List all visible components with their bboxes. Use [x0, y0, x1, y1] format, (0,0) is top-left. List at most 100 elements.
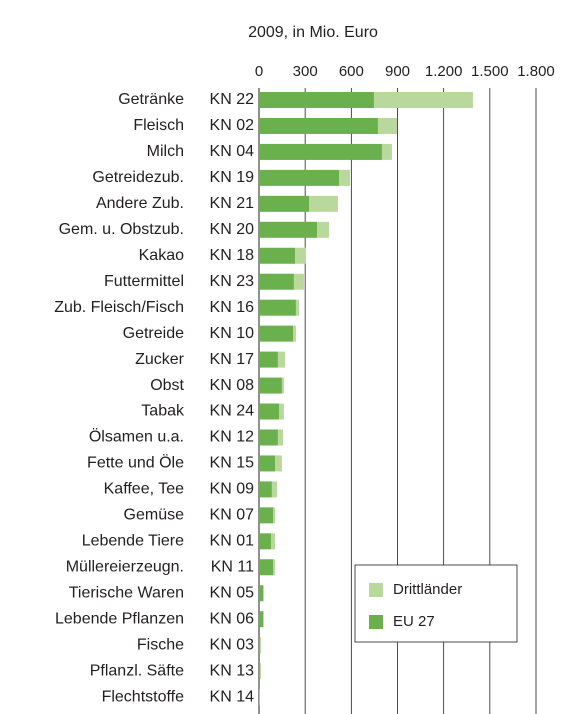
x-tick-label: 900 — [385, 63, 410, 80]
bar-segment — [381, 143, 392, 160]
category-label: Getreide — [123, 325, 184, 342]
bar-segment — [259, 611, 264, 628]
bar-segment — [309, 195, 338, 212]
bar-segment — [259, 663, 262, 680]
category-label: Fette und Öle — [87, 454, 184, 472]
category-label: Flechtstoffe — [102, 688, 185, 705]
bar-segment — [271, 481, 278, 498]
bar-segment — [259, 637, 262, 654]
bar-segment — [295, 299, 300, 316]
category-code: KN 07 — [210, 507, 255, 524]
bar-segment — [259, 169, 340, 186]
bar-segment — [339, 169, 350, 186]
chart-title: 2009, in Mio. Euro — [248, 24, 378, 41]
x-tick-label: 0 — [255, 63, 263, 80]
category-label: Getreidezub. — [92, 169, 184, 186]
bar-segment — [259, 351, 278, 368]
bar-segment — [293, 325, 296, 342]
legend-label: EU 27 — [393, 613, 435, 630]
category-label: Gemüse — [124, 507, 185, 524]
bar-segment — [259, 507, 274, 524]
bar-segment — [271, 533, 276, 550]
category-code: KN 13 — [210, 662, 255, 679]
category-label: Zub. Fleisch/Fisch — [54, 299, 184, 316]
category-label: Müllereierzeugn. — [66, 558, 184, 575]
bar-segment — [263, 585, 264, 602]
category-code: KN 11 — [211, 558, 254, 575]
category-label: Lebende Pflanzen — [55, 610, 184, 627]
category-label: Kaffee, Tee — [104, 481, 184, 498]
bar-segment — [259, 559, 274, 576]
legend-label: Drittländer — [393, 581, 462, 598]
category-label: Tabak — [141, 403, 185, 420]
legend-swatch — [369, 615, 383, 629]
category-label: Futtermittel — [104, 273, 184, 290]
category-code: KN 21 — [210, 195, 255, 212]
bar-segment — [317, 221, 330, 238]
bar-segment — [259, 481, 272, 498]
bar-segment — [263, 611, 264, 628]
category-code: KN 10 — [210, 325, 255, 342]
category-label: Fische — [137, 636, 184, 653]
category-label: Getränke — [118, 91, 184, 108]
category-code: KN 05 — [210, 584, 255, 601]
category-label: Pflanzl. Säfte — [90, 662, 184, 679]
bar-segment — [259, 117, 378, 134]
category-code: KN 23 — [210, 273, 255, 290]
category-label: Kakao — [139, 247, 184, 264]
category-code: KN 24 — [210, 403, 255, 420]
category-label: Gem. u. Obstzub. — [59, 221, 184, 238]
bar-segment — [277, 351, 286, 368]
bar-segment — [281, 377, 284, 394]
x-tick-label: 300 — [293, 63, 318, 80]
category-code: KN 03 — [210, 636, 255, 653]
category-code: KN 22 — [210, 91, 255, 108]
category-code: KN 16 — [210, 299, 255, 316]
category-label: Tierische Waren — [69, 584, 184, 601]
category-label: Andere Zub. — [96, 195, 184, 212]
legend-swatch — [369, 583, 383, 597]
category-label: Milch — [147, 143, 184, 160]
bar-segment — [259, 143, 382, 160]
bar-segment — [373, 92, 473, 108]
category-label: Zucker — [135, 351, 185, 368]
category-code: KN 06 — [210, 610, 255, 627]
bar-segment — [259, 637, 260, 654]
bar-segment — [259, 92, 374, 108]
x-tick-label: 1.800 — [517, 63, 555, 80]
legend-box — [354, 564, 518, 643]
category-label: Fleisch — [133, 117, 184, 134]
category-code: KN 15 — [210, 455, 255, 472]
category-code: KN 02 — [210, 117, 255, 134]
x-tick-label: 1.200 — [425, 63, 463, 80]
bar-segment — [259, 273, 294, 290]
bar-segment — [259, 455, 276, 472]
x-tick-label: 1.500 — [471, 63, 509, 80]
category-code: KN 04 — [210, 143, 255, 160]
category-code: KN 18 — [210, 247, 255, 264]
bar-segment — [277, 429, 284, 446]
bar-segment — [275, 455, 282, 472]
bar-segment — [295, 247, 306, 264]
category-label: Lebende Tiere — [82, 533, 184, 550]
bar-segment — [259, 325, 294, 342]
category-code: KN 20 — [210, 221, 255, 238]
bar-segment — [293, 273, 304, 290]
bar-segment — [273, 507, 276, 524]
bar-segment — [259, 221, 318, 238]
category-label: Ölsamen u.a. — [89, 428, 184, 446]
category-code: KN 08 — [210, 377, 255, 394]
bar-segment — [259, 533, 272, 550]
bar-segment — [259, 377, 282, 394]
category-label: Obst — [150, 377, 184, 394]
bar-segment — [259, 585, 264, 602]
category-code: KN 12 — [210, 429, 255, 446]
bar-segment — [273, 559, 276, 576]
bar-segment — [259, 299, 296, 316]
category-code: KN 14 — [210, 688, 255, 705]
bar-segment — [259, 663, 260, 680]
bar-segment — [279, 403, 284, 420]
category-code: KN 09 — [210, 481, 255, 498]
category-code: KN 17 — [210, 351, 255, 368]
